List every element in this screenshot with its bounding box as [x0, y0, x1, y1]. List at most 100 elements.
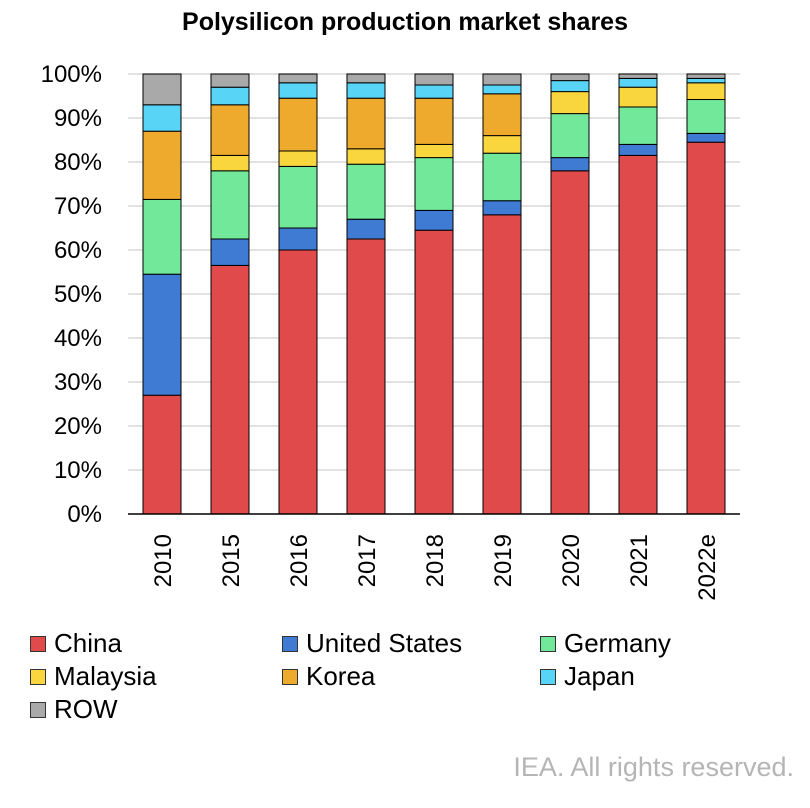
- bar-segment-malaysia-2019: [482, 135, 522, 154]
- bar-segment-germany-2018: [414, 157, 454, 211]
- bar-segment-korea-2016: [278, 97, 318, 152]
- bar-segment-japan-2022e: [686, 77, 726, 84]
- y-tick-label: 40%: [54, 325, 102, 352]
- bar-segment-row-2021: [618, 73, 658, 79]
- bar-segment-row-2015: [210, 73, 250, 88]
- bar-segment-china-2019: [482, 214, 522, 515]
- bar-segment-korea-2010: [142, 130, 182, 200]
- legend-label: ROW: [54, 694, 118, 724]
- y-tick-label: 60%: [54, 237, 102, 264]
- x-tick-label: 2016: [286, 534, 313, 587]
- y-tick-label: 30%: [54, 369, 102, 396]
- bar-segment-malaysia-2015: [210, 154, 250, 172]
- bar-segment-united-states-2022e: [686, 132, 726, 143]
- bar-segment-row-2010: [142, 73, 182, 106]
- bar-segment-united-states-2010: [142, 273, 182, 396]
- bar-segment-china-2015: [210, 264, 250, 515]
- legend-label: Germany: [564, 628, 671, 658]
- stacked-bar-chart: 0%10%20%30%40%50%60%70%80%90%100% 2010 20…: [41, 61, 740, 601]
- bar-segment-germany-2020: [550, 113, 590, 159]
- legend-swatch: [540, 668, 556, 685]
- bar-segment-china-2016: [278, 249, 318, 515]
- bar-segment-united-states-2015: [210, 238, 250, 266]
- legend-label: Japan: [564, 661, 635, 691]
- bar-segment-germany-2019: [482, 152, 522, 202]
- bar-segment-germany-2015: [210, 170, 250, 240]
- legend-swatch: [540, 635, 556, 652]
- bar-segment-china-2010: [142, 394, 182, 515]
- legend-item-korea: Korea: [282, 661, 375, 692]
- y-tick-label: 50%: [54, 281, 102, 308]
- x-tick-label: 2019: [490, 534, 517, 587]
- x-tick-label: 2021: [626, 534, 653, 587]
- x-tick-label: 2010: [150, 534, 177, 587]
- bar-segment-japan-2018: [414, 84, 454, 99]
- bar-segment-united-states-2020: [550, 157, 590, 172]
- legend-item-malaysia: Malaysia: [30, 661, 157, 692]
- bar-segment-malaysia-2021: [618, 86, 658, 108]
- bar-segment-malaysia-2022e: [686, 82, 726, 101]
- y-tick-label: 10%: [54, 457, 102, 484]
- bar-segment-germany-2010: [142, 198, 182, 275]
- bar-segment-row-2022e: [686, 73, 726, 79]
- legend-item-japan: Japan: [540, 661, 635, 692]
- bar-segment-korea-2018: [414, 97, 454, 145]
- legend-label: Korea: [306, 661, 376, 691]
- bar-segment-china-2017: [346, 238, 386, 515]
- bar-segment-united-states-2017: [346, 218, 386, 240]
- y-tick-labels: 0% 10% 20% 30% 40% 50% 60% 70% 80% 90% 100%: [41, 61, 102, 528]
- legend-swatch: [30, 701, 46, 718]
- bar-segment-row-2017: [346, 73, 386, 84]
- y-tick-label: 0%: [67, 501, 102, 528]
- bar-segment-germany-2016: [278, 165, 318, 229]
- bar-segment-germany-2021: [618, 106, 658, 145]
- y-tick-label: 80%: [54, 149, 102, 176]
- bars: [142, 73, 726, 515]
- bar-segment-japan-2010: [142, 104, 182, 132]
- x-tick-label: 2017: [354, 534, 381, 587]
- bar-segment-japan-2016: [278, 82, 318, 99]
- bar-segment-united-states-2019: [482, 200, 522, 216]
- y-tick-label: 90%: [54, 105, 102, 132]
- bar-segment-japan-2019: [482, 84, 522, 95]
- x-tick-label: 2018: [422, 534, 449, 587]
- bar-segment-germany-2017: [346, 163, 386, 220]
- bar-segment-japan-2021: [618, 77, 658, 88]
- bar-segment-china-2020: [550, 170, 590, 515]
- bar-segment-united-states-2018: [414, 209, 454, 231]
- bar-segment-malaysia-2017: [346, 148, 386, 165]
- bar-segment-japan-2015: [210, 86, 250, 106]
- bar-segment-china-2021: [618, 154, 658, 515]
- bar-segment-japan-2020: [550, 80, 590, 93]
- legend-item-germany: Germany: [540, 628, 671, 659]
- bar-segment-korea-2015: [210, 104, 250, 156]
- legend-item-row: ROW: [30, 694, 118, 725]
- bar-segment-korea-2019: [482, 93, 522, 137]
- legend-item-united-states: United States: [282, 628, 462, 659]
- bar-segment-malaysia-2016: [278, 150, 318, 167]
- x-tick-label: 2015: [218, 534, 245, 587]
- bar-segment-china-2018: [414, 229, 454, 515]
- legend-swatch: [30, 635, 46, 652]
- legend-swatch: [282, 635, 298, 652]
- bar-segment-row-2019: [482, 73, 522, 86]
- bar-segment-united-states-2021: [618, 143, 658, 156]
- x-tick-label: 2020: [558, 534, 585, 587]
- bar-segment-china-2022e: [686, 141, 726, 515]
- bar-segment-korea-2017: [346, 97, 386, 150]
- bar-segment-united-states-2016: [278, 227, 318, 251]
- copyright-notice: IEA. All rights reserved.: [513, 752, 794, 782]
- legend-label: China: [54, 628, 122, 658]
- x-tick-labels: 2010 2015 2016 2017 2018 2019 2020 2021 2022e: [150, 534, 721, 601]
- bar-segment-row-2016: [278, 73, 318, 84]
- bar-segment-row-2020: [550, 73, 590, 82]
- legend-swatch: [30, 668, 46, 685]
- legend-label: Malaysia: [54, 661, 157, 691]
- legend-swatch: [282, 668, 298, 685]
- bar-segment-germany-2022e: [686, 99, 726, 134]
- y-tick-label: 100%: [41, 61, 102, 88]
- y-tick-label: 70%: [54, 193, 102, 220]
- y-tick-label: 20%: [54, 413, 102, 440]
- bar-segment-row-2018: [414, 73, 454, 86]
- x-tick-label: 2022e: [694, 534, 721, 601]
